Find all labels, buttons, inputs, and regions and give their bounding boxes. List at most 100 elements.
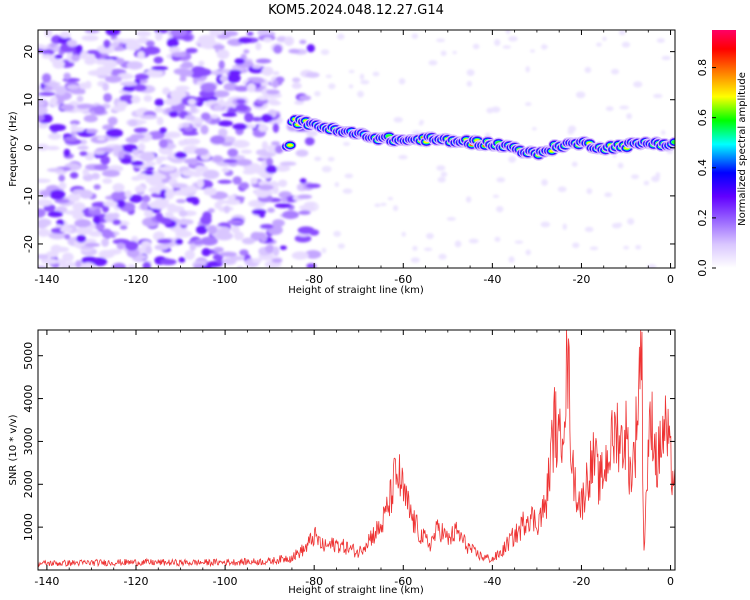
spectrogram-noise-blob bbox=[426, 232, 434, 240]
spectrogram-noise-blob bbox=[143, 94, 153, 102]
spectrogram-noise-blob bbox=[410, 257, 420, 263]
spectrogram-noise-blob bbox=[502, 45, 511, 49]
spectrogram-noise-blob bbox=[166, 205, 185, 213]
spectrogram-noise-blob bbox=[282, 210, 299, 220]
spectrogram-noise-blob bbox=[557, 186, 567, 193]
snr-background bbox=[38, 330, 675, 570]
spectrogram-noise-blob bbox=[166, 37, 179, 48]
spectrogram-y-axis-label: Frequency (Hz) bbox=[8, 111, 19, 187]
spectrogram-noise-blob bbox=[604, 192, 612, 198]
spectrogram-noise-blob bbox=[118, 150, 125, 159]
spectrogram-noise-blob bbox=[291, 82, 302, 89]
snr-y-tick-label: 2000 bbox=[22, 470, 35, 498]
spectrogram-noise-blob bbox=[122, 87, 135, 92]
spectrogram-noise-blob bbox=[359, 73, 365, 81]
spectrogram-noise-blob bbox=[59, 31, 71, 39]
spectrogram-noise-blob bbox=[281, 197, 288, 203]
spectrogram-noise-blob bbox=[273, 71, 280, 76]
spectrogram-noise-blob bbox=[181, 61, 193, 69]
spectrogram-noise-blob bbox=[257, 96, 268, 101]
spectrogram-noise-blob bbox=[279, 245, 287, 251]
spectrogram-noise-blob bbox=[261, 66, 274, 77]
spectrogram-noise-blob bbox=[251, 78, 266, 84]
spectrogram-noise-blob bbox=[374, 203, 381, 207]
spectrogram-x-tick-label: -60 bbox=[394, 273, 412, 286]
spectrogram-noise-blob bbox=[43, 86, 53, 92]
spectrogram-noise-blob bbox=[116, 199, 126, 208]
spectrogram-noise-blob bbox=[184, 249, 195, 260]
snr-x-axis-label: Height of straight line (km) bbox=[288, 585, 424, 596]
spectrogram-noise-blob bbox=[272, 122, 280, 133]
spectrogram-x-tick-label: -20 bbox=[572, 273, 590, 286]
spectrogram-noise-blob bbox=[336, 33, 345, 40]
spectrogram-noise-blob bbox=[102, 124, 114, 131]
spectrogram-noise-blob bbox=[243, 49, 250, 54]
spectrogram-noise-blob bbox=[258, 212, 266, 218]
spectrogram-noise-blob bbox=[468, 238, 479, 244]
spectrogram-noise-blob bbox=[508, 256, 515, 263]
spectrogram-noise-blob bbox=[532, 127, 537, 131]
spectrogram-noise-blob bbox=[38, 178, 51, 183]
spectrogram-noise-blob bbox=[207, 225, 218, 235]
spectrogram-noise-blob bbox=[272, 79, 279, 89]
spectrogram-noise-blob bbox=[145, 40, 155, 47]
spectrogram-noise-blob bbox=[216, 259, 224, 264]
spectrogram-noise-blob bbox=[272, 246, 280, 257]
spectrogram-noise-blob bbox=[436, 38, 446, 43]
spectrogram-noise-blob bbox=[294, 100, 305, 105]
spectrogram-noise-blob bbox=[38, 122, 49, 129]
spectrogram-noise-blob bbox=[635, 244, 642, 250]
spectrogram-noise-blob bbox=[176, 218, 194, 226]
spectrogram-noise-blob bbox=[102, 178, 113, 184]
spectrogram-noise-blob bbox=[160, 258, 177, 266]
spectrogram-noise-blob bbox=[64, 136, 78, 142]
spectrogram-noise-blob bbox=[102, 169, 120, 178]
spectrogram-noise-blob bbox=[140, 151, 156, 162]
spectrogram-noise-blob bbox=[398, 78, 406, 85]
spectrogram-noise-blob bbox=[175, 238, 183, 245]
spectrogram-noise-blob bbox=[218, 128, 228, 138]
spectrogram-noise-blob bbox=[58, 174, 66, 182]
spectrogram-noise-blob bbox=[496, 205, 504, 213]
spectrogram-noise-blob bbox=[38, 208, 46, 218]
spectrogram-noise-blob bbox=[228, 69, 242, 76]
snr-x-tick-label: 0 bbox=[667, 575, 674, 588]
snr-y-tick-label: 4000 bbox=[22, 385, 35, 413]
spectrogram-noise-blob bbox=[38, 265, 48, 268]
spectrogram-noise-blob bbox=[294, 234, 312, 243]
spectrogram-noise-blob bbox=[380, 202, 387, 206]
spectrogram-noise-blob bbox=[643, 180, 650, 186]
spectrogram-noise-blob bbox=[236, 265, 244, 268]
spectrogram-noise-blob bbox=[156, 201, 169, 207]
spectrogram-noise-blob bbox=[175, 85, 190, 91]
spectrogram-noise-blob bbox=[295, 149, 309, 157]
spectrogram-noise-blob bbox=[623, 245, 630, 250]
spectrogram-noise-blob bbox=[423, 247, 433, 251]
spectrogram-noise-blob bbox=[440, 50, 447, 56]
spectrogram-noise-blob bbox=[412, 245, 418, 251]
spectrogram-y-tick-label: -20 bbox=[22, 235, 35, 253]
spectrogram-noise-blob bbox=[240, 149, 253, 154]
spectrogram-noise-blob bbox=[104, 75, 122, 83]
spectrogram-noise-blob bbox=[440, 171, 448, 177]
spectrogram-noise-blob bbox=[126, 61, 143, 70]
spectrogram-noise-blob bbox=[200, 215, 212, 225]
spectrogram-noise-blob bbox=[86, 128, 99, 134]
spectrogram-noise-blob bbox=[80, 139, 88, 145]
spectrogram-noise-blob bbox=[160, 217, 172, 225]
spectrogram-noise-blob bbox=[103, 93, 112, 103]
spectrogram-noise-blob bbox=[87, 70, 106, 76]
spectrogram-noise-blob bbox=[126, 248, 140, 258]
spectrogram-noise-blob bbox=[107, 116, 118, 126]
spectrogram-noise-blob bbox=[232, 123, 248, 130]
spectrogram-noise-blob bbox=[111, 212, 120, 219]
spectrogram-x-tick-label: -100 bbox=[213, 273, 238, 286]
spectrogram-noise-blob bbox=[48, 231, 67, 240]
spectrogram-noise-blob bbox=[213, 246, 224, 253]
spectrogram-noise-blob bbox=[158, 139, 168, 149]
spectrogram-noise-blob bbox=[48, 133, 62, 140]
spectrogram-noise-blob bbox=[151, 66, 169, 71]
spectrogram-x-axis-label: Height of straight line (km) bbox=[288, 285, 424, 296]
